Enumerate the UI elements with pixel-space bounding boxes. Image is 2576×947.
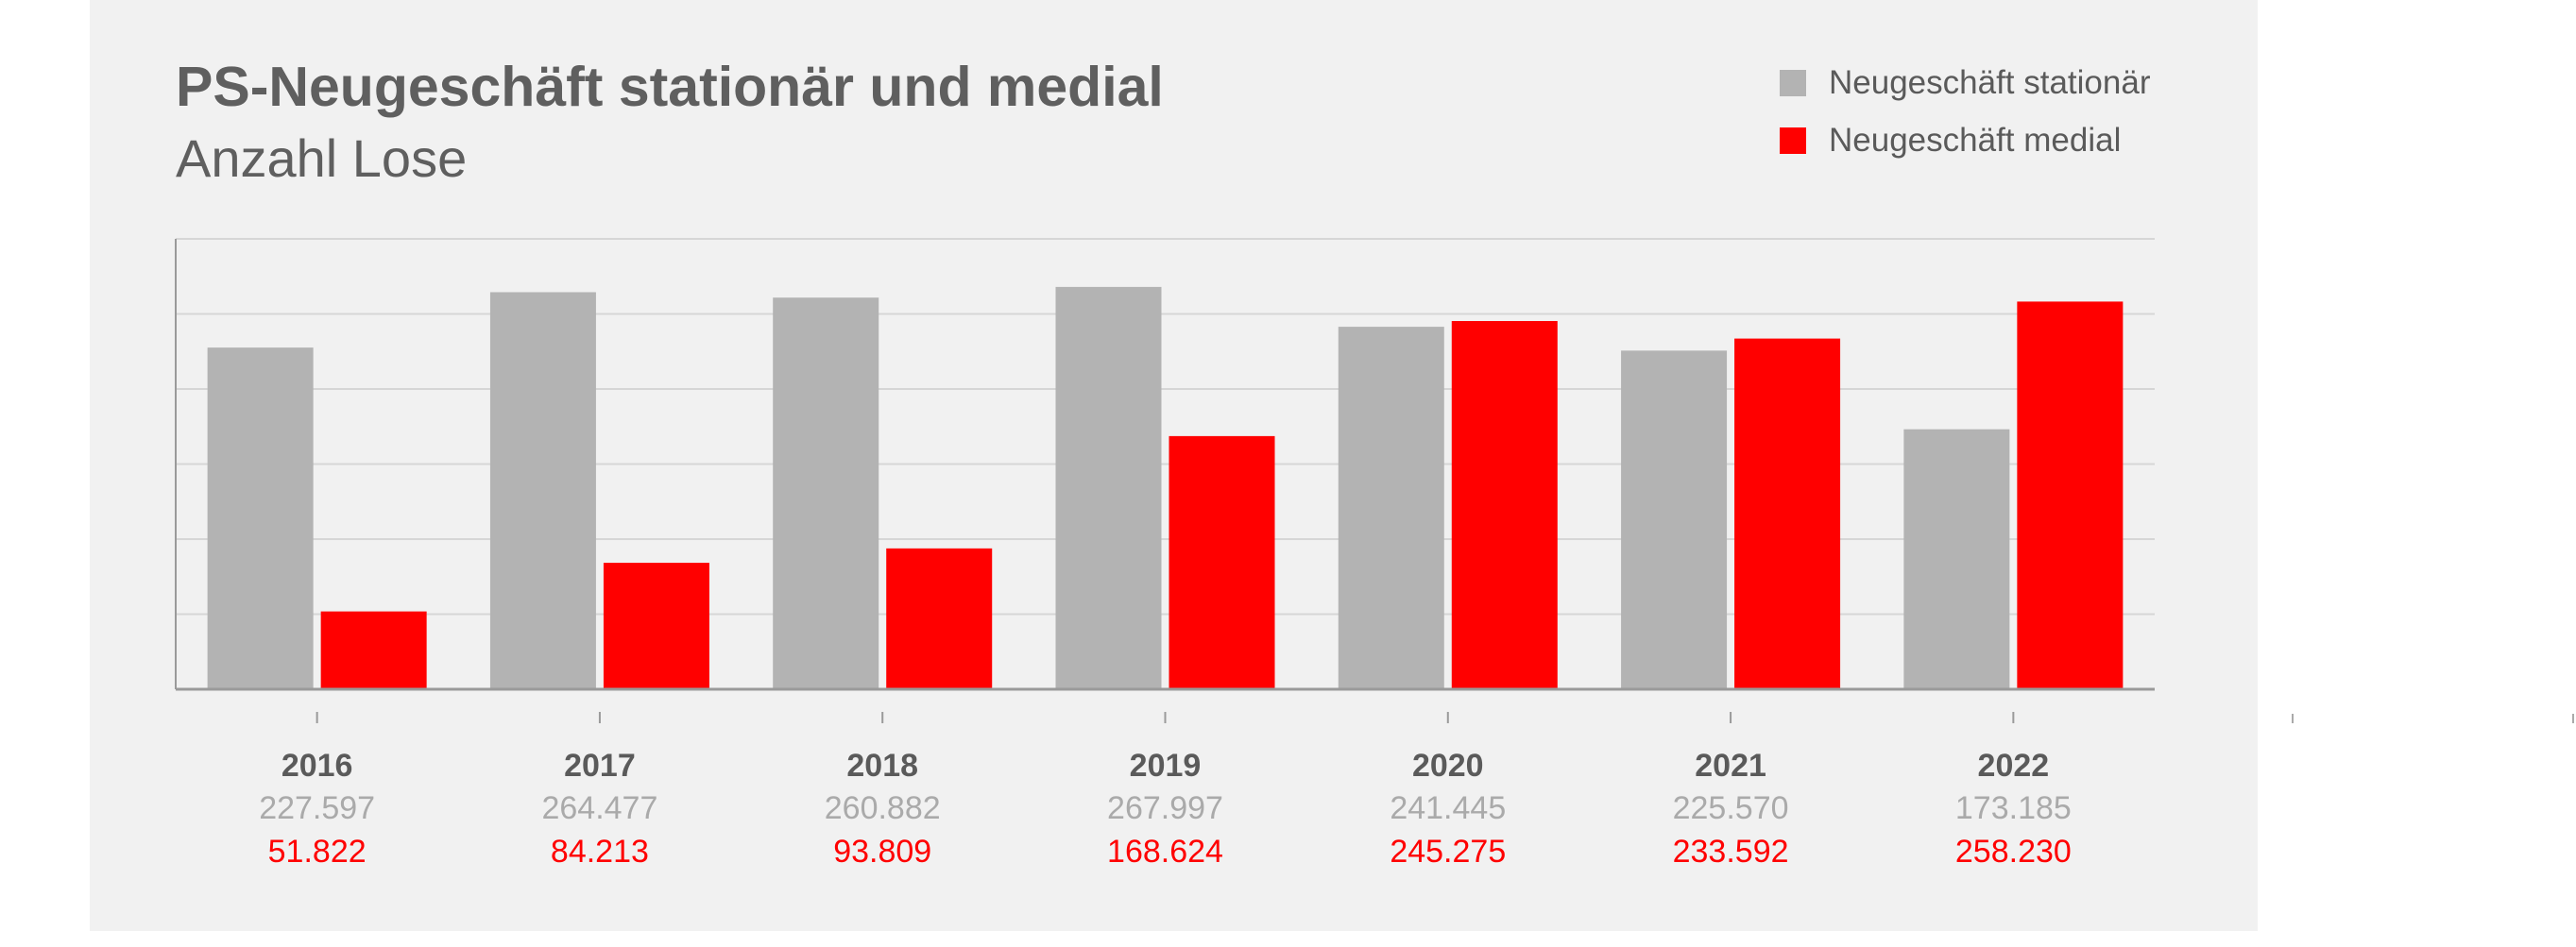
x-tick-label-2018: 2018 <box>846 748 918 784</box>
bar-stationaer-2020 <box>1338 327 1444 689</box>
bar-medial-2016 <box>320 611 427 689</box>
value-label-medial-2021: 233.592 <box>1673 834 1789 870</box>
x-tick-label-2016: 2016 <box>281 748 353 784</box>
bar-medial-2020 <box>1451 321 1558 689</box>
value-label-stationaer-2020: 241.445 <box>1390 790 1506 826</box>
x-tick-label-2020: 2020 <box>1412 748 1484 784</box>
legend-label-medial: Neugeschäft medial <box>1829 122 2122 159</box>
bar-medial-2017 <box>603 563 709 689</box>
value-label-stationaer-2021: 225.570 <box>1673 790 1789 826</box>
chart-subtitle: Anzahl Lose <box>176 128 468 188</box>
bar-medial-2021 <box>1734 338 1841 689</box>
x-tick-label-2021: 2021 <box>1695 748 1766 784</box>
value-label-stationaer-2022: 173.185 <box>1955 790 2072 826</box>
x-tick-label-2019: 2019 <box>1130 748 1202 784</box>
value-label-medial-2020: 245.275 <box>1390 834 1506 870</box>
legend-label-stationaer: Neugeschäft stationär <box>1829 64 2151 101</box>
value-label-stationaer-2018: 260.882 <box>825 790 941 826</box>
x-tick-label-2022: 2022 <box>1978 748 2050 784</box>
bar-stationaer-2019 <box>1055 286 1162 689</box>
bar-stationaer-2016 <box>207 347 314 689</box>
x-tick-label-2017: 2017 <box>564 748 636 784</box>
value-label-medial-2017: 84.213 <box>551 834 649 870</box>
legend-item-stationaer: Neugeschäft stationär <box>1780 64 2150 102</box>
value-label-stationaer-2019: 267.997 <box>1107 790 1223 826</box>
value-label-stationaer-2016: 227.597 <box>259 790 375 826</box>
value-label-medial-2022: 258.230 <box>1955 834 2072 870</box>
bar-stationaer-2021 <box>1621 350 1728 689</box>
chart-title: PS-Neugeschäft stationär und medial <box>176 56 1164 118</box>
value-label-medial-2016: 51.822 <box>268 834 367 870</box>
legend-swatch-stationaer <box>1780 70 1806 96</box>
value-label-stationaer-2017: 264.477 <box>541 790 657 826</box>
bar-stationaer-2018 <box>773 297 879 689</box>
legend-swatch-medial <box>1780 127 1806 154</box>
value-label-medial-2019: 168.624 <box>1107 834 1223 870</box>
bar-stationaer-2022 <box>1903 429 2010 689</box>
bar-medial-2019 <box>1169 435 1275 689</box>
value-label-medial-2018: 93.809 <box>833 834 931 870</box>
legend-item-medial: Neugeschäft medial <box>1780 122 2121 160</box>
bar-stationaer-2017 <box>489 292 596 689</box>
bar-medial-2018 <box>886 548 993 689</box>
bar-medial-2022 <box>2017 301 2124 689</box>
